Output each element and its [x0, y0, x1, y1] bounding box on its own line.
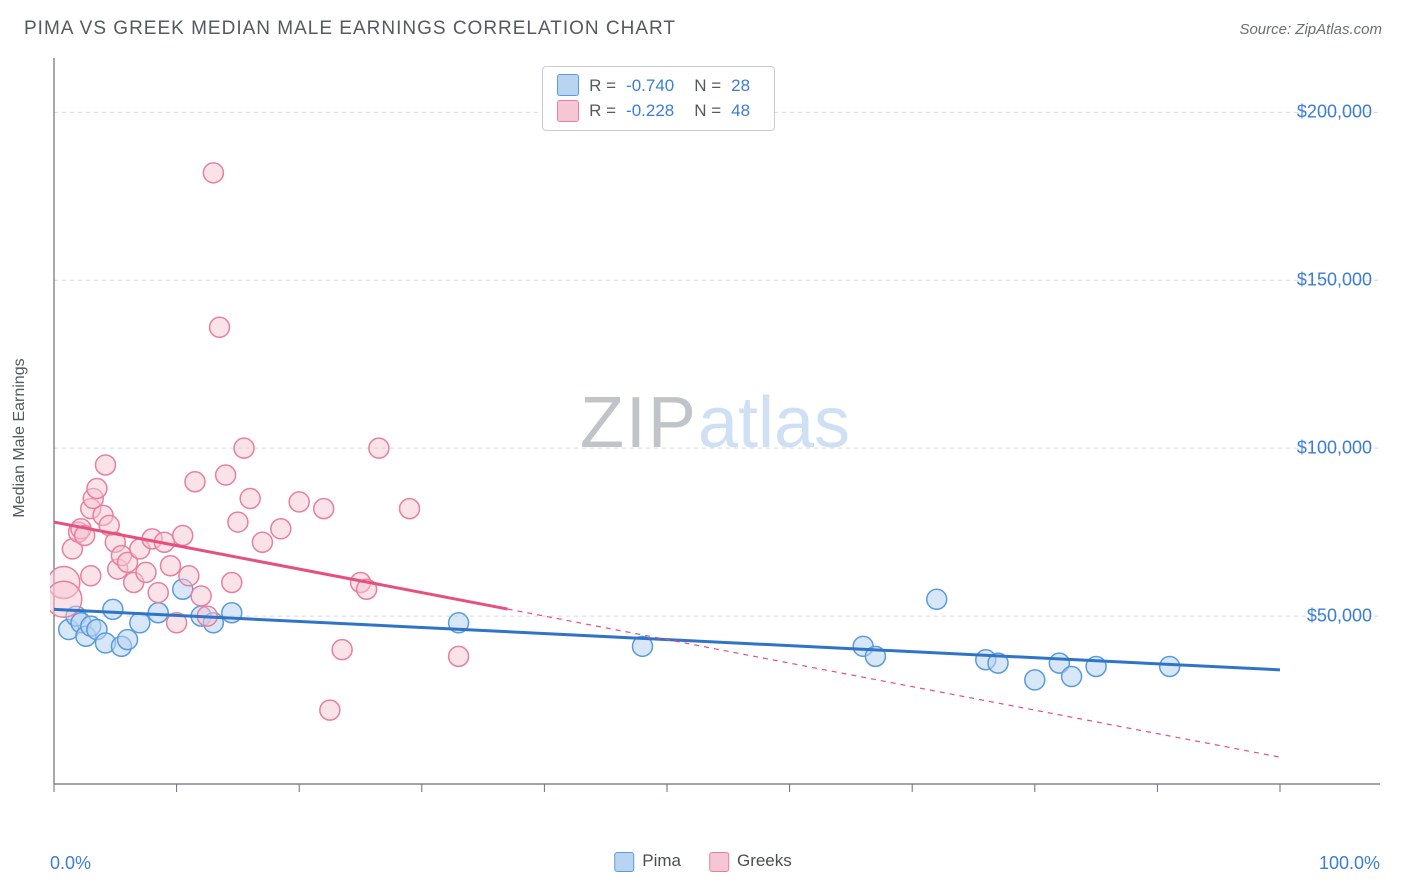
stats-r-value: -0.740	[626, 73, 674, 99]
scatter-point	[118, 630, 138, 650]
stats-swatch	[557, 100, 579, 122]
scatter-point	[148, 583, 168, 603]
scatter-point	[1025, 670, 1045, 690]
legend-swatch	[709, 852, 729, 872]
scatter-point	[271, 519, 291, 539]
y-tick-label: $50,000	[1307, 606, 1372, 627]
scatter-point	[136, 562, 156, 582]
y-tick-label: $100,000	[1297, 438, 1372, 459]
legend-item: Pima	[614, 851, 681, 872]
scatter-point	[320, 700, 340, 720]
scatter-point	[95, 455, 115, 475]
stats-n-value: 48	[731, 98, 750, 124]
scatter-point	[179, 566, 199, 586]
legend: Pima Greeks	[614, 851, 792, 872]
legend-label: Pima	[642, 851, 681, 870]
scatter-point	[87, 478, 107, 498]
scatter-point	[210, 317, 230, 337]
scatter-point	[103, 599, 123, 619]
trend-line-extrapolated	[508, 609, 1280, 757]
x-axis-min: 0.0%	[50, 853, 91, 874]
y-tick-label: $200,000	[1297, 102, 1372, 123]
scatter-point	[185, 472, 205, 492]
legend-item: Greeks	[709, 851, 792, 872]
x-axis-max: 100.0%	[1319, 853, 1380, 874]
stats-swatch	[557, 74, 579, 96]
scatter-point	[314, 499, 334, 519]
y-axis-label: Median Male Earnings	[11, 358, 29, 517]
scatter-point	[222, 573, 242, 593]
stats-row: R = -0.740 N = 28	[557, 73, 760, 99]
scatter-point	[228, 512, 248, 532]
scatter-point	[1160, 656, 1180, 676]
scatter-point	[400, 499, 420, 519]
scatter-point	[927, 589, 947, 609]
stats-n-label: N =	[694, 73, 721, 99]
stats-n-label: N =	[694, 98, 721, 124]
scatter-point	[1062, 667, 1082, 687]
scatter-point	[289, 492, 309, 512]
scatter-point	[332, 640, 352, 660]
scatter-point	[252, 532, 272, 552]
scatter-point	[130, 613, 150, 633]
scatter-point	[173, 525, 193, 545]
y-tick-label: $150,000	[1297, 270, 1372, 291]
scatter-point	[191, 586, 211, 606]
scatter-point	[234, 438, 254, 458]
scatter-point	[81, 566, 101, 586]
stats-row: R = -0.228 N = 48	[557, 98, 760, 124]
chart-area: Median Male Earnings ZIPatlas R = -0.740…	[50, 58, 1380, 818]
chart-title: PIMA VS GREEK MEDIAN MALE EARNINGS CORRE…	[24, 18, 676, 40]
scatter-plot	[50, 58, 1380, 818]
correlation-stats-box: R = -0.740 N = 28 R = -0.228 N = 48	[542, 66, 775, 131]
scatter-point	[240, 489, 260, 509]
scatter-point	[369, 438, 389, 458]
scatter-point	[160, 556, 180, 576]
stats-r-label: R =	[589, 73, 616, 99]
stats-r-value: -0.228	[626, 98, 674, 124]
source-label: Source: ZipAtlas.com	[1239, 21, 1382, 38]
scatter-point	[203, 163, 223, 183]
scatter-point	[216, 465, 236, 485]
stats-r-label: R =	[589, 98, 616, 124]
legend-swatch	[614, 852, 634, 872]
legend-label: Greeks	[737, 851, 792, 870]
stats-n-value: 28	[731, 73, 750, 99]
scatter-point	[449, 646, 469, 666]
